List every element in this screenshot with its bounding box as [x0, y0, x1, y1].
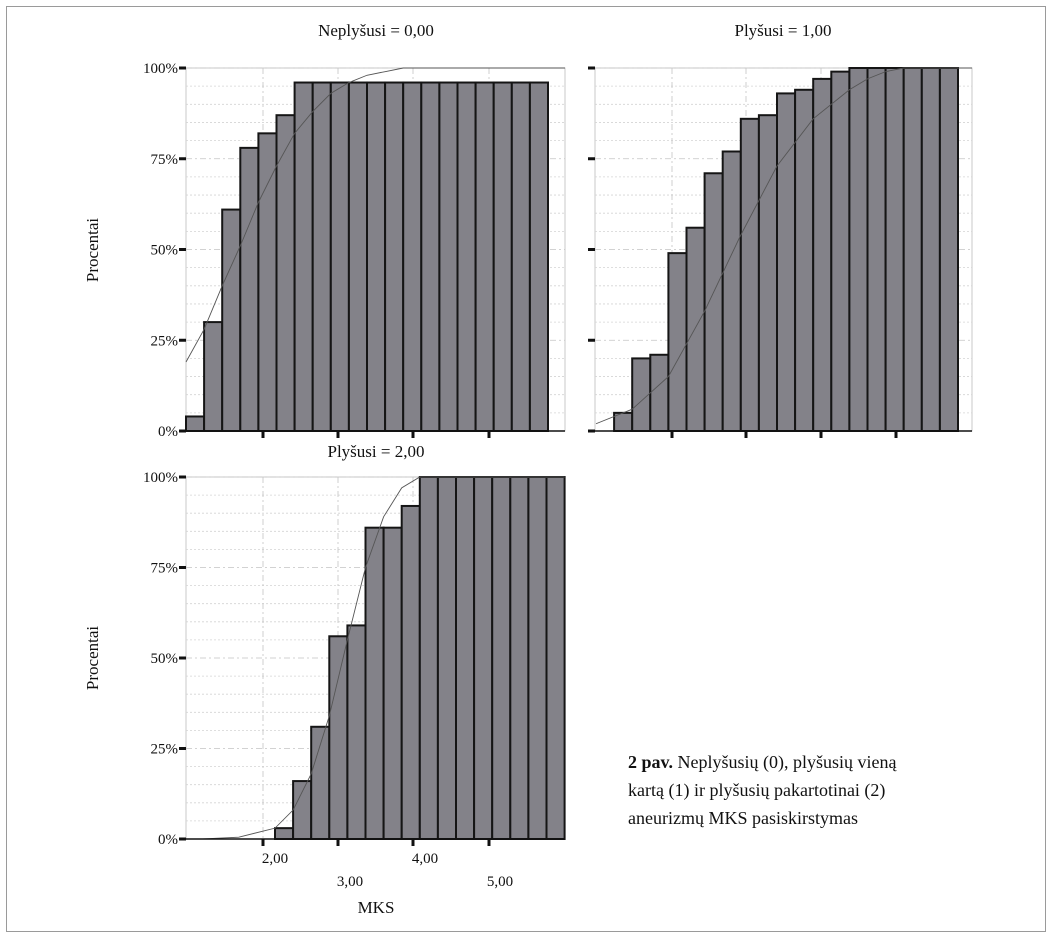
histogram-bar: [366, 81, 387, 433]
x-tick-label: 5,00: [487, 874, 513, 890]
histogram-bar: [884, 67, 905, 432]
histogram-bar: [794, 88, 815, 432]
y-tick-label: 0%: [158, 832, 178, 848]
histogram-bar: [274, 827, 295, 841]
histogram-bar: [812, 77, 833, 432]
y-tick-label: 50%: [151, 651, 179, 667]
fitted-curve: [202, 476, 565, 840]
histogram-bar: [239, 146, 260, 433]
histogram-bar: [473, 476, 494, 840]
histogram-bar: [257, 132, 278, 432]
histogram-bar: [221, 208, 242, 432]
y-tick-label: 25%: [151, 742, 179, 758]
panel-title: Plyšusi = 2,00: [328, 442, 425, 461]
histogram-bar: [510, 81, 531, 433]
histogram-bar: [509, 476, 530, 840]
histogram-bar: [938, 67, 960, 432]
histogram-bar: [739, 117, 760, 432]
y-tick-label: 75%: [151, 561, 179, 577]
histogram-bar: [456, 81, 477, 433]
chart-panel-2: 0% 25% 50% 75% 100% 2,00 3,00 4,00 5,00 Plyšusi =…: [83, 442, 566, 917]
fitted-curve: [185, 67, 565, 363]
histogram-bar: [492, 81, 513, 433]
y-axis-label: Procentai: [83, 626, 102, 690]
histogram-bar: [438, 81, 459, 433]
histogram-bar: [776, 92, 797, 432]
histogram-bar: [545, 476, 566, 840]
histogram-bar: [757, 114, 779, 432]
chart-panel-1: Plyšusi = 1,00: [588, 21, 973, 438]
histogram-bar: [346, 624, 367, 840]
histogram-bar: [491, 476, 512, 840]
histogram-bar: [420, 81, 441, 433]
y-axis-label: Procentai: [83, 218, 102, 282]
histogram-bar: [418, 476, 439, 840]
histogram-bar: [292, 780, 313, 841]
histogram-bar: [455, 476, 476, 840]
fitted-curve: [595, 67, 972, 425]
caption-text: Neplyšusių (0), plyšusių vieną kartą (1)…: [628, 752, 897, 828]
panel-title: Plyšusi = 1,00: [735, 21, 832, 40]
y-tick-label: 100%: [143, 470, 178, 486]
histogram-bar: [866, 67, 887, 432]
histogram-bar: [848, 67, 869, 432]
histogram-bar: [402, 81, 423, 433]
figure-caption: 2 pav. Neplyšusių (0), plyšusių vieną ka…: [628, 748, 928, 832]
y-tick-label: 100%: [143, 61, 178, 77]
y-tick-label: 25%: [151, 333, 179, 349]
histogram-bar: [527, 476, 548, 840]
histogram-bar: [685, 226, 706, 432]
histogram-bar: [384, 81, 405, 433]
histogram-bar: [347, 81, 368, 433]
histogram-bar: [631, 357, 652, 432]
histogram-bar: [311, 81, 332, 433]
panel-title: Neplyšusi = 0,00: [318, 21, 434, 40]
x-tick-label: 2,00: [262, 851, 288, 867]
histogram-bar: [703, 172, 724, 433]
histogram-bar: [364, 526, 385, 840]
histogram-bar: [528, 81, 550, 433]
x-axis-label: MKS: [358, 898, 395, 917]
histogram-bar: [721, 150, 742, 433]
y-tick-label: 0%: [158, 424, 178, 440]
histogram-bar: [329, 81, 350, 433]
histogram-bar: [474, 81, 495, 433]
histogram-bar: [203, 321, 224, 433]
histogram-bar: [902, 67, 923, 432]
histogram-bar: [400, 504, 421, 840]
histogram-bar: [830, 70, 851, 432]
histogram-bar: [649, 353, 670, 432]
y-tick-label: 50%: [151, 243, 179, 259]
x-tick-label: 4,00: [412, 851, 438, 867]
histogram-bar: [436, 476, 457, 840]
histogram-bar: [293, 81, 314, 433]
histogram-bar: [920, 67, 941, 432]
y-tick-label: 75%: [151, 152, 179, 168]
chart-panel-0: 0% 25% 50% 75% 100% Neplyšusi = 0,00 Procentai: [83, 21, 566, 440]
caption-label: 2 pav.: [628, 752, 674, 772]
histogram-bar: [328, 635, 349, 841]
histogram-bar: [382, 526, 403, 840]
x-tick-label: 3,00: [337, 874, 363, 890]
histogram-bar: [667, 252, 688, 432]
histogram-bar: [275, 114, 296, 432]
histogram-bar: [185, 415, 206, 433]
